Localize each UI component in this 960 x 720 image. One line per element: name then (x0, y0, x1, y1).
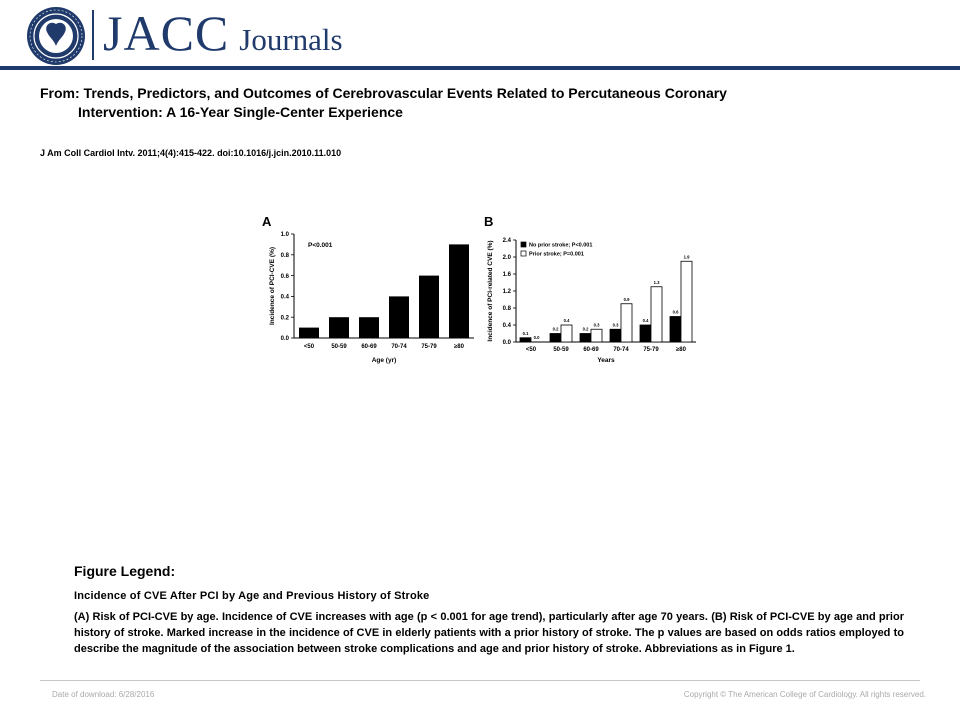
b-legend-swatch-1 (520, 250, 527, 257)
b-y-tick-label: 0.0 (503, 340, 512, 346)
jacc-journals-logo[interactable]: JACC Journals (103, 4, 343, 62)
b-legend-label-0: No prior stroke; P<0.001 (529, 243, 592, 249)
b-bar-s1-1 (560, 324, 573, 343)
b-x-tick-label: 60-69 (583, 347, 599, 353)
b-bar-s0-1 (549, 333, 562, 343)
logo-separator (92, 10, 94, 60)
b-data-label: 0.4 (564, 318, 570, 323)
b-data-label: 0.1 (523, 331, 529, 336)
figure-legend-title: Figure Legend: (74, 563, 176, 579)
a-y-tick-label: 0.2 (281, 315, 290, 321)
b-x-tick-label: 70-74 (613, 347, 629, 353)
b-data-label: 0.3 (594, 322, 600, 327)
a-bar-2 (359, 317, 379, 338)
b-data-label: 0.4 (643, 318, 649, 323)
b-data-label: 0.0 (534, 335, 540, 340)
figure-legend-subtitle: Incidence of CVE After PCI by Age and Pr… (74, 590, 430, 602)
b-bar-s0-0 (519, 337, 532, 343)
b-y-tick-label: 1.2 (503, 289, 512, 295)
download-date: Date of download: 6/28/2016 (52, 690, 155, 699)
b-data-label: 0.3 (613, 322, 619, 327)
b-bar-s0-4 (639, 324, 652, 343)
b-y-tick-label: 1.6 (503, 272, 512, 278)
article-citation: J Am Coll Cardiol Intv. 2011;4(4):415-42… (40, 148, 342, 158)
a-bar-1 (329, 317, 349, 338)
a-y-tick-label: 1.0 (281, 232, 290, 238)
b-bar-s1-3 (620, 303, 633, 343)
a-x-tick-label: 60-69 (361, 344, 377, 350)
b-legend-label-1: Prior stroke; P=0.001 (529, 252, 584, 258)
b-bar-s1-2 (590, 328, 603, 343)
footer-divider (40, 680, 920, 681)
b-bar-s1-4 (650, 286, 663, 343)
b-data-label: 1.3 (654, 280, 660, 285)
a-bar-3 (389, 296, 409, 338)
b-x-axis-label: Years (597, 357, 615, 364)
b-x-tick-label: 50-59 (553, 347, 569, 353)
b-data-label: 0.2 (553, 327, 559, 332)
copyright-notice: Copyright © The American College of Card… (683, 690, 926, 699)
figure-legend-body: (A) Risk of PCI-CVE by age. Incidence of… (74, 611, 904, 655)
a-p-value-annotation: P<0.001 (308, 242, 333, 249)
b-y-tick-label: 2.0 (503, 255, 512, 261)
panel-label-b: B (484, 214, 493, 229)
logo-subtext: Journals (239, 22, 343, 57)
a-x-axis-label: Age (yr) (372, 357, 397, 364)
b-data-label: 1.9 (684, 254, 690, 259)
b-legend-swatch-0 (520, 241, 527, 248)
b-y-tick-label: 0.4 (503, 323, 512, 329)
b-x-tick-label: 75-79 (643, 347, 659, 353)
b-bar-s0-3 (609, 328, 622, 343)
a-x-tick-label: 50-59 (331, 344, 347, 350)
b-y-tick-label: 0.8 (503, 306, 512, 312)
article-title: From: Trends, Predictors, and Outcomes o… (40, 84, 900, 122)
a-bar-4 (419, 275, 439, 338)
acc-seal-logo (27, 7, 85, 65)
b-y-axis-label: Incidence of PCI-related CVE (%) (487, 240, 494, 341)
panel-label-a: A (262, 214, 272, 229)
figure-charts: A 0.0 0.2 0.4 0.6 0.8 1.0 <50 50-59 60-69 70-74 75-… (262, 214, 696, 364)
journal-header: JACC Journals (0, 0, 960, 66)
b-data-label: 0.9 (624, 297, 630, 302)
a-y-tick-label: 0.6 (281, 274, 290, 280)
a-y-tick-label: 0.4 (281, 295, 290, 301)
a-x-tick-label: 75-79 (421, 344, 437, 350)
logo-text: JACC (103, 5, 230, 61)
b-data-label: 0.2 (583, 327, 589, 332)
b-data-label: 0.6 (673, 310, 679, 315)
a-y-axis-label: Incidence of PCI-CVE (%) (269, 247, 276, 325)
a-bar-5 (449, 244, 469, 338)
a-x-tick-label: ≥80 (454, 344, 465, 350)
article-title-line1: From: Trends, Predictors, and Outcomes o… (40, 85, 727, 101)
article-title-line2: Intervention: A 16-Year Single-Center Ex… (78, 104, 403, 120)
b-bar-s0-5 (669, 316, 682, 343)
header-divider (0, 66, 960, 70)
a-y-tick-label: 0.0 (281, 336, 290, 342)
b-bar-s1-5 (680, 260, 693, 343)
a-y-tick-label: 0.8 (281, 253, 290, 259)
b-y-tick-label: 2.4 (503, 238, 512, 244)
b-x-tick-label: <50 (526, 347, 537, 353)
b-x-tick-label: ≥80 (676, 347, 687, 353)
b-bar-s0-2 (579, 333, 592, 343)
a-bar-0 (299, 327, 319, 338)
a-x-tick-label: 70-74 (391, 344, 407, 350)
a-x-tick-label: <50 (304, 344, 315, 350)
